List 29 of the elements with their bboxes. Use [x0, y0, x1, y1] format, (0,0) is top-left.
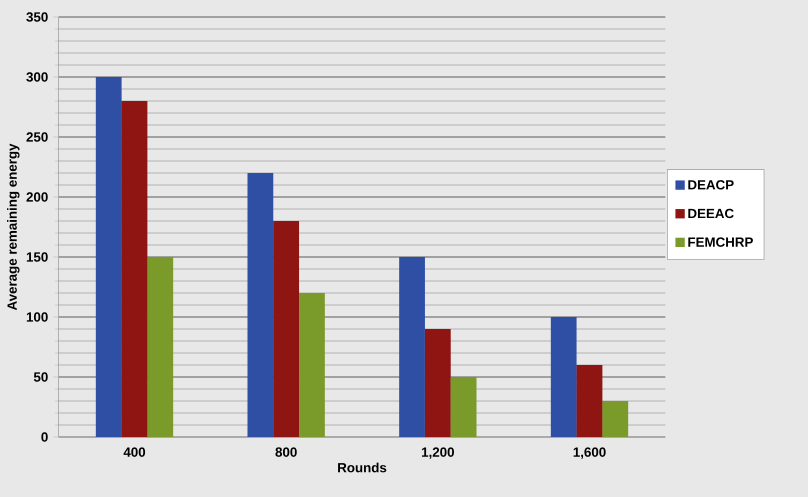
x-tick-label: 800	[275, 447, 297, 457]
bar	[602, 401, 628, 437]
bar	[399, 257, 425, 437]
legend-label: DEEAC	[688, 208, 734, 218]
x-tick-label: 1,200	[422, 447, 454, 459]
bar	[122, 101, 148, 437]
x-tick-label: 400	[124, 447, 146, 457]
bar	[299, 293, 325, 437]
legend-label: FEMCHRP	[688, 237, 753, 247]
x-tick-label: 1,600	[574, 447, 606, 459]
x-axis-title: Rounds	[338, 462, 386, 472]
bar	[273, 221, 300, 437]
y-tick-label: 200	[26, 192, 48, 202]
legend-label: DEACP	[688, 180, 734, 190]
y-tick-label: 250	[26, 132, 48, 142]
bar	[96, 77, 122, 437]
bar	[550, 317, 577, 437]
y-tick-label: 100	[26, 312, 48, 322]
y-tick-label: 300	[26, 72, 48, 82]
y-tick-label: 50	[34, 372, 48, 382]
bar	[147, 257, 174, 437]
bar	[247, 173, 274, 437]
y-tick-label: 0	[41, 432, 48, 442]
y-tick-label: 350	[26, 12, 48, 22]
y-axis-title: Average remaining energy	[7, 144, 20, 310]
bar	[450, 377, 477, 437]
y-tick-label: 150	[26, 252, 48, 262]
bar	[576, 365, 602, 437]
bar	[424, 329, 451, 437]
